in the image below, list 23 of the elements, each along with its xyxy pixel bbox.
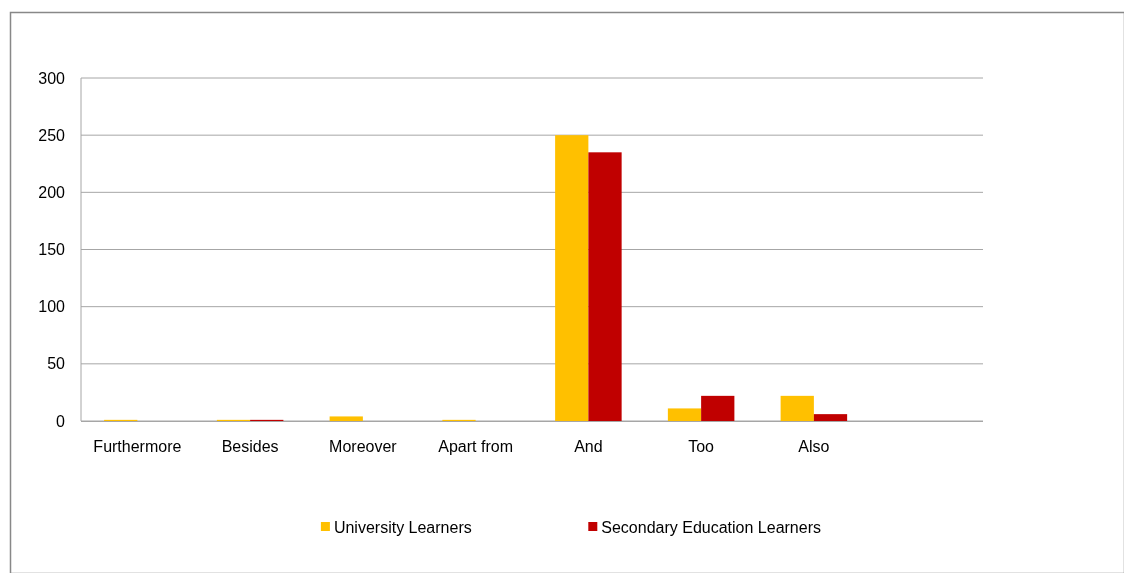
x-tick-label: Besides: [221, 438, 279, 455]
bar: [780, 395, 814, 421]
x-tick-label: Also: [798, 438, 830, 455]
bar: [701, 395, 735, 421]
y-tick-label: 200: [38, 183, 66, 201]
y-tick-label: 100: [38, 298, 66, 316]
y-tick-label: 0: [56, 412, 66, 430]
y-tick-label: 150: [38, 241, 66, 259]
y-tick-label: 50: [47, 355, 66, 373]
y-tick-label: 300: [38, 69, 66, 87]
x-tick-label: And: [574, 438, 603, 455]
y-tick-label: 250: [38, 126, 66, 144]
x-tick-label: Apart from: [438, 438, 513, 455]
bar: [329, 416, 363, 421]
bar: [588, 152, 622, 421]
bar: [667, 408, 702, 421]
x-tick-label: Furthermore: [93, 438, 182, 455]
x-tick-label: Too: [688, 438, 715, 455]
bar: [555, 135, 589, 421]
legend-label: Secondary Education Learners: [601, 518, 821, 536]
legend-label: University Learners: [333, 518, 472, 536]
bar: [813, 414, 848, 421]
x-tick-label: Moreover: [329, 438, 398, 455]
